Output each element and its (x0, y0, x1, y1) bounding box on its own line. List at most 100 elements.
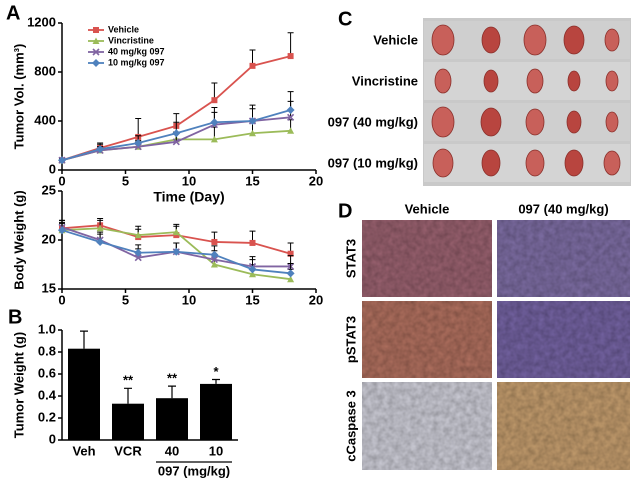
legend-label: Vincristine (108, 35, 154, 45)
marker (58, 226, 66, 235)
marker (210, 250, 219, 259)
tumor (605, 111, 619, 133)
y-tick-label: 0.6 (38, 365, 56, 380)
y-tick-label: 800 (34, 63, 56, 78)
y-tick-label: 1200 (27, 14, 56, 29)
marker (134, 248, 143, 257)
legend-marker (93, 27, 99, 33)
error-bar (135, 118, 142, 137)
marker (58, 156, 66, 165)
bar (112, 403, 144, 440)
row-label: Vehicle (373, 32, 418, 47)
marker (210, 261, 218, 268)
y-axis-label: Tumor Weight (g) (11, 332, 26, 438)
column-label: 097 (40 mg/kg) (518, 201, 608, 216)
y-tick-label: 20 (42, 231, 56, 246)
tumor (564, 149, 584, 177)
row-label: 097 (10 mg/kg) (328, 155, 418, 170)
marker (96, 237, 105, 246)
tumor (523, 24, 547, 56)
marker (248, 265, 257, 274)
x-tick-label: 40 (165, 443, 179, 458)
error-bar (212, 378, 220, 384)
row-label: STAT3 (343, 239, 358, 278)
legend-label: 40 mg/kg 097 (108, 46, 165, 56)
x-tick-label: 10 (209, 443, 223, 458)
x-axis-label: Time (Day) (153, 189, 224, 205)
tumor (481, 149, 501, 177)
y-tick-label: 0.2 (38, 409, 56, 424)
tumor (566, 110, 582, 134)
tumor (431, 106, 455, 138)
bar (68, 348, 100, 440)
marker (286, 269, 295, 278)
histology-image (362, 382, 492, 470)
x-tick-label: 5 (122, 292, 129, 307)
tumor (525, 108, 545, 136)
marker (96, 224, 104, 232)
panel-letter: A (6, 2, 20, 24)
marker (286, 105, 295, 114)
marker (287, 250, 294, 257)
bar (200, 383, 232, 440)
histology-image (497, 220, 630, 297)
y-tick-label: 15 (42, 280, 56, 295)
marker (134, 139, 143, 148)
marker (172, 129, 181, 138)
marker (210, 256, 218, 264)
error-bar (287, 32, 294, 57)
column-label: Vehicle (405, 201, 450, 216)
legend-marker (92, 37, 100, 44)
marker (96, 145, 105, 154)
marker (287, 127, 295, 134)
group-label: 097 (mg/kg) (158, 463, 230, 478)
marker (249, 239, 256, 246)
tumor (432, 148, 454, 178)
marker (287, 113, 295, 121)
significance: * (213, 364, 219, 379)
legend-label: 10 mg/kg 097 (108, 57, 165, 67)
tumor (567, 70, 581, 92)
y-axis-label: Tumor Vol. (mm³) (11, 44, 26, 150)
marker (210, 118, 219, 127)
tumor (604, 28, 620, 52)
row-label: pSTAT3 (343, 316, 358, 363)
tumor (526, 68, 544, 94)
marker (287, 275, 295, 283)
marker (249, 62, 256, 69)
x-tick-label: 0 (58, 173, 65, 188)
panel-letter: D (338, 200, 352, 222)
legend-label: Vehicle (108, 24, 139, 34)
tumor (480, 107, 502, 137)
marker (287, 53, 294, 60)
marker (211, 97, 218, 104)
x-tick-label: 15 (245, 173, 259, 188)
tumor (431, 24, 455, 56)
tumor (563, 25, 585, 55)
histology-image (362, 220, 492, 297)
marker (172, 228, 180, 236)
marker (211, 238, 218, 245)
y-tick-label: 0 (49, 161, 56, 176)
legend-marker (92, 59, 100, 67)
tumor (605, 70, 619, 92)
x-tick-label: 10 (182, 292, 196, 307)
tumor (483, 69, 499, 93)
y-tick-label: 1.0 (38, 321, 56, 336)
y-tick-label: 0.8 (38, 343, 56, 358)
marker (249, 270, 256, 278)
panel-letter: C (338, 8, 352, 30)
x-tick-label: Veh (72, 443, 95, 458)
tumor (434, 68, 452, 94)
row-label: cCaspase 3 (343, 390, 358, 462)
significance: ** (123, 373, 134, 388)
y-tick-label: 0.4 (38, 387, 57, 402)
panel-letter: B (8, 306, 22, 328)
x-tick-label: 20 (309, 292, 323, 307)
histology-image (497, 301, 630, 378)
x-tick-label: 15 (245, 292, 259, 307)
y-tick-label: 25 (42, 182, 56, 197)
x-tick-label: VCR (114, 443, 142, 458)
marker (248, 117, 257, 125)
significance: ** (167, 371, 178, 386)
